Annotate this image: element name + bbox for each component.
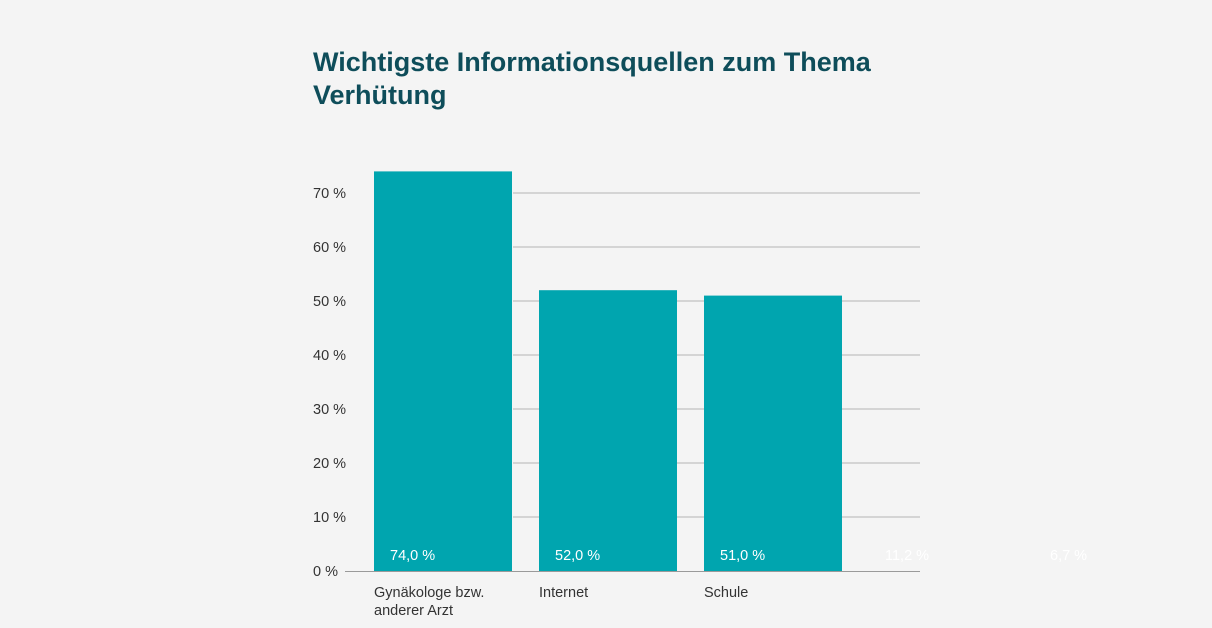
category-label: Schule: [704, 585, 748, 601]
y-tick-label: 0 %: [313, 564, 338, 580]
category-labels: Gynäkologe bzw. anderer Arzt Internet Schul…: [374, 585, 748, 619]
category-label: Gynäkologe bzw. anderer Arzt: [374, 585, 484, 619]
category-label: Internet: [539, 585, 588, 601]
y-tick-label: 70 %: [313, 186, 346, 202]
y-tick-label: 50 %: [313, 294, 346, 310]
bars: [374, 171, 842, 571]
bar-value-label: 52,0 %: [555, 548, 600, 564]
y-tick-label: 20 %: [313, 456, 346, 472]
y-tick-label: 10 %: [313, 510, 346, 526]
bar-value-label: 74,0 %: [390, 548, 435, 564]
value-labels: 74,0 % 52,0 % 51,0 % 11,2 % 6,7 %: [390, 548, 1087, 564]
y-tick-label: 40 %: [313, 348, 346, 364]
bar: [704, 295, 842, 571]
bar: [374, 171, 512, 571]
y-tick-label: 30 %: [313, 402, 346, 418]
bar-value-label: 6,7 %: [1050, 548, 1087, 564]
chart-title: Wichtigste Informationsquellen zum Thema…: [313, 47, 871, 110]
bar-value-label: 11,2 %: [885, 548, 929, 564]
bar-value-label: 51,0 %: [720, 548, 765, 564]
y-axis-tick-labels: 0 % 10 % 20 % 30 % 40 % 50 % 60 % 70 %: [313, 186, 346, 580]
bar: [539, 290, 677, 571]
y-tick-label: 60 %: [313, 240, 346, 256]
